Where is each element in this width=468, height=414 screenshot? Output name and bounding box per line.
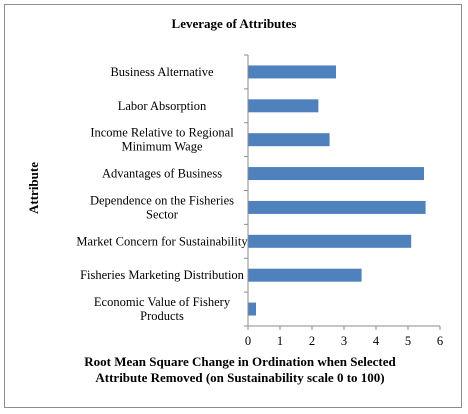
chart-title: Leverage of Attributes [171, 16, 297, 31]
x-ticks-group: 0 1 2 3 4 5 6 [245, 334, 443, 348]
bar [248, 133, 330, 147]
x-axis-label: Root Mean Square Change in Ordination wh… [40, 354, 440, 386]
category-labels-group: Business Alternative Labor Absorption Inco… [76, 65, 248, 323]
bar [248, 234, 412, 248]
category-label: Business Alternative [110, 65, 214, 79]
axes-group [244, 54, 441, 330]
x-tick-label: 2 [309, 334, 315, 348]
x-axis-label-line: Attribute Removed (on Sustainability sca… [95, 370, 385, 385]
x-tick-label: 5 [405, 334, 411, 348]
bar [248, 99, 319, 113]
category-label: Income Relative to Regional Minimum Wage [90, 126, 234, 154]
x-tick-label: 0 [245, 334, 251, 348]
category-label: Dependence on the Fisheries Sector [90, 193, 234, 221]
x-tick-label: 6 [437, 334, 443, 348]
x-axis-label-line: Root Mean Square Change in Ordination wh… [84, 354, 396, 369]
category-label: Advantages of Business [102, 167, 222, 181]
bars-group [248, 65, 426, 316]
bar [248, 200, 426, 214]
category-label: Market Concern for Sustainability [76, 234, 248, 248]
category-label: Labor Absorption [118, 99, 207, 113]
bar [248, 268, 362, 282]
bar [248, 65, 336, 79]
category-label: Economic Value of Fishery Products [94, 295, 231, 323]
bar [248, 302, 256, 316]
bar [248, 167, 424, 181]
x-tick-label: 1 [277, 334, 283, 348]
x-tick-label: 3 [341, 334, 347, 348]
x-tick-label: 4 [373, 334, 380, 348]
category-label: Fisheries Marketing Distribution [80, 268, 245, 282]
